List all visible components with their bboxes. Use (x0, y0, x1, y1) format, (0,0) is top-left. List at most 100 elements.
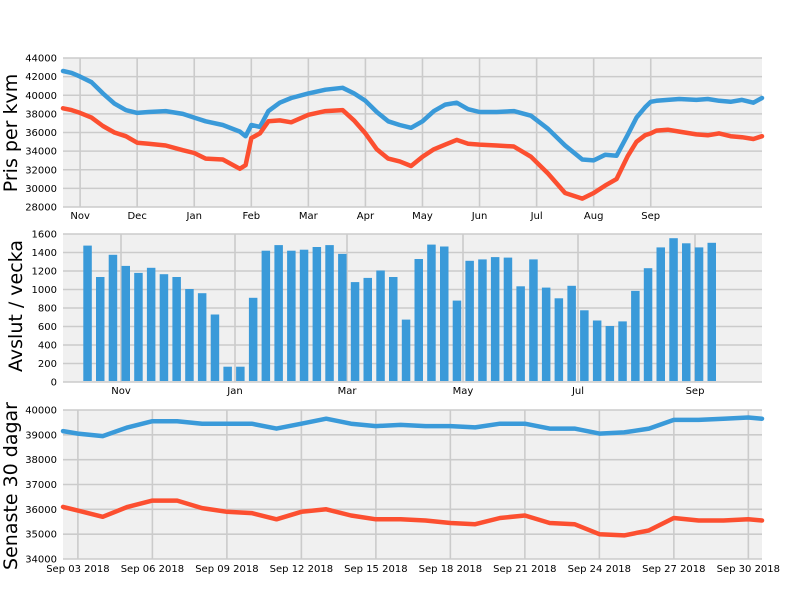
bar-week-40 (580, 310, 589, 381)
bar-week-32 (478, 259, 487, 381)
x-tick-label: Nov (70, 211, 90, 222)
y-tick-label: 1200 (32, 267, 57, 278)
bar-week-22 (350, 282, 360, 381)
bars-deals (83, 238, 716, 382)
bar-week-8 (172, 277, 181, 381)
bar-week-42 (605, 326, 615, 381)
x-ticks-deals: Nov Jan Mar May Jul Sep (111, 386, 704, 397)
bar-week-38 (554, 298, 564, 381)
x-tick-label: Nov (111, 386, 131, 397)
y-tick-label: 34000 (25, 555, 57, 566)
y-tick-label: 40000 (25, 406, 57, 417)
bar-week-19 (312, 247, 322, 381)
y-tick-label: 400 (38, 341, 57, 352)
x-tick-label: Sep 27 2018 (642, 564, 705, 575)
y-ticks-price: 28000 30000 32000 34000 36000 38000 40000 42000… (25, 54, 57, 214)
x-ticks-30-days: Sep 03 2018 Sep 06 2018 Sep 09 2018 Sep 12 … (46, 564, 780, 575)
bar-week-43 (618, 321, 627, 381)
x-tick-label: Mar (299, 211, 319, 222)
bar-week-28 (427, 244, 436, 381)
y-tick-label: 600 (38, 322, 57, 333)
bar-week-35 (516, 286, 525, 381)
x-tick-label: Sep 12 2018 (270, 564, 333, 575)
y-tick-label: 38000 (25, 455, 57, 466)
bar-week-27 (414, 259, 423, 381)
y-axis-label-30-days: Senaste 30 dagar (0, 402, 22, 570)
y-tick-label: 28000 (25, 203, 57, 214)
x-tick-label: May (412, 211, 433, 222)
panel-last-30-days: 34000 35000 36000 37000 38000 39000 40000 Sep … (0, 402, 780, 575)
x-tick-label: May (453, 386, 474, 397)
bar-week-26 (401, 319, 411, 381)
y-tick-label: 40000 (25, 91, 57, 102)
y-tick-label: 36000 (25, 505, 57, 516)
bar-week-34 (503, 257, 513, 381)
bar-week-25 (389, 277, 398, 381)
bar-week-46 (656, 247, 665, 381)
y-tick-label: 42000 (25, 72, 57, 83)
bar-week-1 (83, 245, 92, 381)
y-tick-label: 35000 (25, 530, 57, 541)
y-axis-label-price: Pris per kvm (0, 74, 22, 193)
bar-week-13 (236, 366, 245, 381)
y-ticks-deals: 0 200 400 600 800 1000 1200 1400 1600 (32, 230, 57, 389)
bar-week-2 (96, 277, 105, 381)
bar-week-18 (299, 249, 309, 381)
recent-line-blue (60, 415, 765, 439)
y-tick-label: 800 (38, 304, 57, 315)
bar-week-9 (185, 289, 194, 381)
y-tick-label: 30000 (25, 184, 57, 195)
y-tick-label: 36000 (25, 128, 57, 139)
recent-line-red (60, 498, 765, 538)
bar-week-21 (338, 253, 347, 381)
x-tick-label: Jan (226, 386, 242, 397)
x-tick-label: Jul (571, 386, 584, 397)
y-tick-label: 1000 (32, 285, 57, 296)
x-tick-label: Sep (686, 386, 705, 397)
bar-week-12 (223, 366, 232, 381)
x-tick-label: Jan (186, 211, 202, 222)
x-tick-label: Aug (584, 211, 604, 222)
x-tick-label: Sep 30 2018 (717, 564, 780, 575)
bar-week-10 (197, 293, 207, 381)
series-30-days (60, 415, 765, 538)
bar-week-39 (567, 285, 576, 381)
x-tick-label: Feb (242, 211, 260, 222)
bar-week-41 (592, 320, 602, 381)
bar-week-48 (682, 243, 691, 382)
y-tick-label: 37000 (25, 480, 57, 491)
x-tick-label: Sep 21 2018 (493, 564, 556, 575)
bar-week-29 (440, 246, 449, 381)
bar-week-37 (541, 287, 551, 381)
panel-price-per-sqm: 28000 30000 32000 34000 36000 38000 40000 42000… (0, 54, 765, 222)
price-line-red (60, 106, 765, 201)
bar-week-15 (261, 250, 271, 381)
bar-week-45 (643, 268, 653, 381)
bar-week-3 (108, 254, 118, 381)
bar-week-44 (631, 290, 640, 381)
grid-price (63, 57, 762, 208)
bar-week-47 (669, 238, 678, 381)
bar-week-16 (274, 245, 283, 381)
x-tick-label: Dec (127, 211, 146, 222)
price-line-blue (60, 68, 765, 163)
bar-week-31 (465, 260, 474, 381)
bar-week-14 (248, 297, 258, 381)
y-axis-label-deals: Avslut / vecka (5, 240, 27, 372)
x-tick-label: Sep 15 2018 (344, 564, 407, 575)
panel-deals-per-week: 0 200 400 600 800 1000 1200 1400 1600 Nov Jan Mar M… (5, 230, 762, 397)
bar-week-5 (134, 272, 143, 381)
bar-week-4 (121, 265, 130, 381)
y-tick-label: 1400 (32, 248, 57, 259)
x-tick-label: Mar (338, 386, 358, 397)
x-tick-label: Sep 06 2018 (121, 564, 184, 575)
x-tick-label: Sep 18 2018 (419, 564, 482, 575)
y-tick-label: 1600 (32, 230, 57, 241)
bar-week-33 (490, 257, 500, 381)
x-tick-label: Sep 03 2018 (46, 564, 109, 575)
series-price (60, 68, 765, 201)
y-tick-label: 34000 (25, 147, 57, 158)
y-tick-label: 39000 (25, 430, 57, 441)
bar-week-23 (363, 277, 372, 381)
